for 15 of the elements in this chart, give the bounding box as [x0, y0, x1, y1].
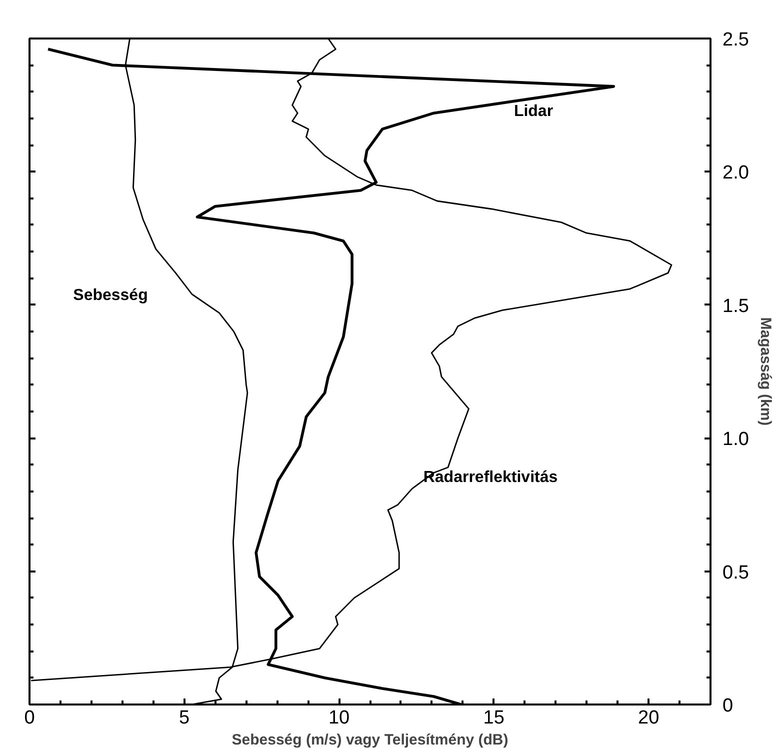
y-tick-label: 2.0: [722, 162, 749, 184]
series-label: Radarreflektivitás: [423, 469, 558, 486]
x-axis-title: Sebesség (m/s) vagy Teljesítmény (dB): [232, 732, 508, 748]
y-tick-label: 1.0: [722, 429, 749, 450]
y-tick-label: 0.5: [722, 562, 749, 584]
y-tick-label: 2.5: [722, 30, 749, 50]
series-label: Lidar: [514, 103, 554, 120]
y-tick-label: 1.5: [722, 296, 749, 317]
x-tick-label: 5: [178, 708, 190, 728]
y-axis-title: Magasság (km): [756, 317, 774, 426]
legend-label: Sebesség: [73, 287, 148, 304]
x-tick-label: 0: [24, 708, 35, 728]
x-tick-label: 20: [638, 708, 660, 728]
x-tick-label: 15: [483, 708, 504, 728]
x-tick-label: 10: [328, 708, 350, 728]
